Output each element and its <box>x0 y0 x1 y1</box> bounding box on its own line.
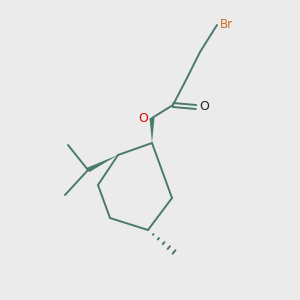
Polygon shape <box>87 155 118 172</box>
Text: O: O <box>138 112 148 124</box>
Polygon shape <box>149 118 154 143</box>
Text: O: O <box>199 100 209 113</box>
Text: Br: Br <box>220 19 233 32</box>
